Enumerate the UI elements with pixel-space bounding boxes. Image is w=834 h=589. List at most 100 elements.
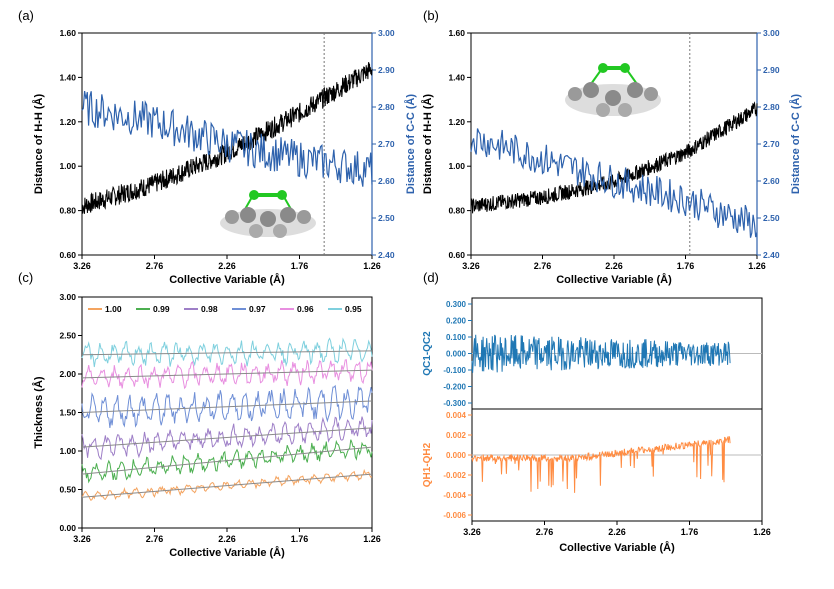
y-tick-label: 0.004 [446, 411, 467, 420]
y2-axis-label: Distance of C-C (Å) [789, 94, 802, 195]
x-axis-label: Collective Variable (Å) [556, 273, 672, 286]
y-tick-label: 1.20 [59, 117, 76, 127]
y-tick-label: 0.60 [59, 250, 76, 260]
y2-tick-label: 2.80 [763, 102, 780, 112]
molecule-illustration-b [565, 63, 661, 117]
y2-tick-label: 2.70 [378, 139, 395, 149]
x-tick-label: 1.26 [363, 261, 381, 271]
y2-tick-label: 2.60 [763, 176, 780, 186]
x-tick-label: 2.76 [146, 534, 164, 544]
x-tick-label: 2.26 [608, 527, 626, 537]
x-tick-label: 1.76 [681, 527, 699, 537]
y-tick-label: -0.002 [443, 471, 466, 480]
legend-label-0.98: 0.98 [201, 304, 218, 314]
x-tick-label: 3.26 [73, 534, 91, 544]
panel-label-a: (a) [18, 8, 34, 23]
legend-label-0.95: 0.95 [345, 304, 362, 314]
series-line-c-c [81, 90, 373, 187]
y-tick-label: 0.002 [446, 431, 467, 440]
series-line-0.96 [81, 359, 373, 390]
series-line-0.95 [81, 337, 373, 368]
series-line-qc [471, 334, 731, 373]
y-axis-label: Distance of H-H (Å) [32, 94, 45, 195]
x-tick-label: 2.26 [218, 261, 236, 271]
trend-line-0.97 [81, 400, 373, 413]
x-tick-label: 1.26 [748, 261, 766, 271]
x-tick-label: 2.76 [534, 261, 552, 271]
y-tick-label: 1.20 [448, 117, 465, 127]
series-line-c-c [470, 128, 758, 238]
y-tick-label: 1.40 [59, 72, 76, 82]
y-axis-label: QH1-QH2 [422, 442, 433, 487]
y-tick-label: 1.00 [59, 161, 76, 171]
y-axis-label: Distance of H-H (Å) [421, 94, 434, 195]
x-axis-label: Collective Variable (Å) [169, 273, 285, 286]
y2-tick-label: 2.40 [378, 250, 395, 260]
trend-line-0.99 [81, 446, 373, 475]
y-tick-label: -0.004 [443, 491, 466, 500]
series-line-1.00 [81, 468, 373, 502]
y-tick-label: 0.80 [448, 206, 465, 216]
y-axis-label: QC1-QC2 [422, 331, 433, 376]
y-tick-label: -0.006 [443, 511, 466, 520]
y-tick-label: 1.00 [448, 161, 465, 171]
panel-label-d: (d) [423, 270, 439, 285]
chart-panel-c: 3.26 2.76 2.26 1.76 1.26 Collective Variable … [32, 292, 381, 559]
y-tick-label: 0.80 [59, 206, 76, 216]
chart-panel-b: 3.26 2.76 2.26 1.76 1.26 Collective Variable … [421, 28, 802, 286]
trend-line-0.95 [81, 350, 373, 356]
x-tick-label: 2.76 [146, 261, 164, 271]
trend-line-1.00 [81, 473, 373, 498]
y-tick-label: 0.100 [446, 333, 467, 342]
y2-tick-label: 2.90 [763, 65, 780, 75]
x-tick-label: 3.26 [73, 261, 91, 271]
y-tick-label: 0.50 [59, 485, 76, 495]
y-tick-label: 0.000 [446, 451, 467, 460]
y-axis-label: Thickness (Å) [32, 376, 45, 448]
x-tick-label: 2.76 [536, 527, 554, 537]
x-tick-label: 2.26 [218, 534, 236, 544]
y-tick-label: 2.00 [59, 369, 76, 379]
trend-line-0.98 [81, 427, 373, 448]
y2-tick-label: 2.70 [763, 139, 780, 149]
y-tick-label: 0.60 [448, 250, 465, 260]
y-tick-label: 3.00 [59, 292, 76, 302]
y-tick-label: 2.50 [59, 331, 76, 341]
x-tick-label: 1.76 [291, 534, 309, 544]
x-axis-label: Collective Variable (Å) [169, 546, 285, 559]
series-line-h-h [81, 62, 373, 214]
series-line-qh [471, 436, 731, 493]
y-tick-label: 1.60 [59, 28, 76, 38]
molecule-illustration-a [220, 190, 316, 238]
y2-tick-label: 3.00 [763, 28, 780, 38]
y2-tick-label: 2.50 [763, 213, 780, 223]
trend-line-0.96 [81, 369, 373, 379]
y-tick-label: 1.40 [448, 72, 465, 82]
x-tick-label: 3.26 [463, 527, 481, 537]
y2-tick-label: 2.90 [378, 65, 395, 75]
chart-panel-a: 3.26 2.76 2.26 1.76 1.26 Collective Variable … [32, 28, 417, 286]
y-tick-label: -0.200 [443, 383, 466, 392]
x-tick-label: 1.26 [363, 534, 381, 544]
y2-tick-label: 2.80 [378, 102, 395, 112]
chart-panel-d: 3.26 2.76 2.26 1.76 1.26 Collective Variable … [422, 297, 771, 554]
legend-label-0.96: 0.96 [297, 304, 314, 314]
x-tick-label: 3.26 [462, 261, 480, 271]
y2-tick-label: 2.40 [763, 250, 780, 260]
series-line-0.97 [81, 384, 373, 428]
legend-label-0.97: 0.97 [249, 304, 266, 314]
y-tick-label: 0.300 [446, 300, 467, 309]
x-tick-label: 1.26 [753, 527, 771, 537]
y-tick-label: 0.200 [446, 317, 467, 326]
y2-tick-label: 2.60 [378, 176, 395, 186]
y-tick-label: 0.000 [446, 350, 467, 359]
x-tick-label: 2.26 [605, 261, 623, 271]
x-tick-label: 1.76 [291, 261, 309, 271]
y2-tick-label: 3.00 [378, 28, 395, 38]
y-tick-label: 1.60 [448, 28, 465, 38]
y-tick-label: 1.50 [59, 408, 76, 418]
y-tick-label: 0.00 [59, 523, 76, 533]
y2-axis-label: Distance of C-C (Å) [404, 94, 417, 195]
y-tick-label: 1.00 [59, 446, 76, 456]
